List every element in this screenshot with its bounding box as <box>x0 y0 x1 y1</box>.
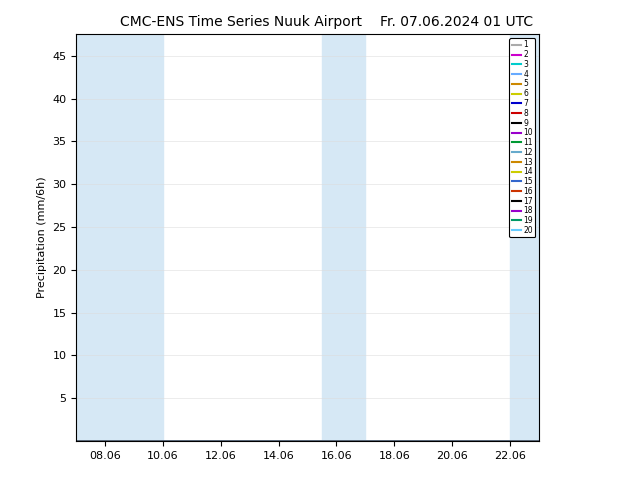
Text: CMC-ENS Time Series Nuuk Airport: CMC-ENS Time Series Nuuk Airport <box>120 15 362 29</box>
Bar <box>510 34 539 441</box>
Legend: 1, 2, 3, 4, 5, 6, 7, 8, 9, 10, 11, 12, 13, 14, 15, 16, 17, 18, 19, 20: 1, 2, 3, 4, 5, 6, 7, 8, 9, 10, 11, 12, 1… <box>509 38 535 237</box>
Y-axis label: Precipitation (mm/6h): Precipitation (mm/6h) <box>37 177 47 298</box>
Text: Fr. 07.06.2024 01 UTC: Fr. 07.06.2024 01 UTC <box>380 15 533 29</box>
Bar <box>322 34 365 441</box>
Bar <box>76 34 163 441</box>
